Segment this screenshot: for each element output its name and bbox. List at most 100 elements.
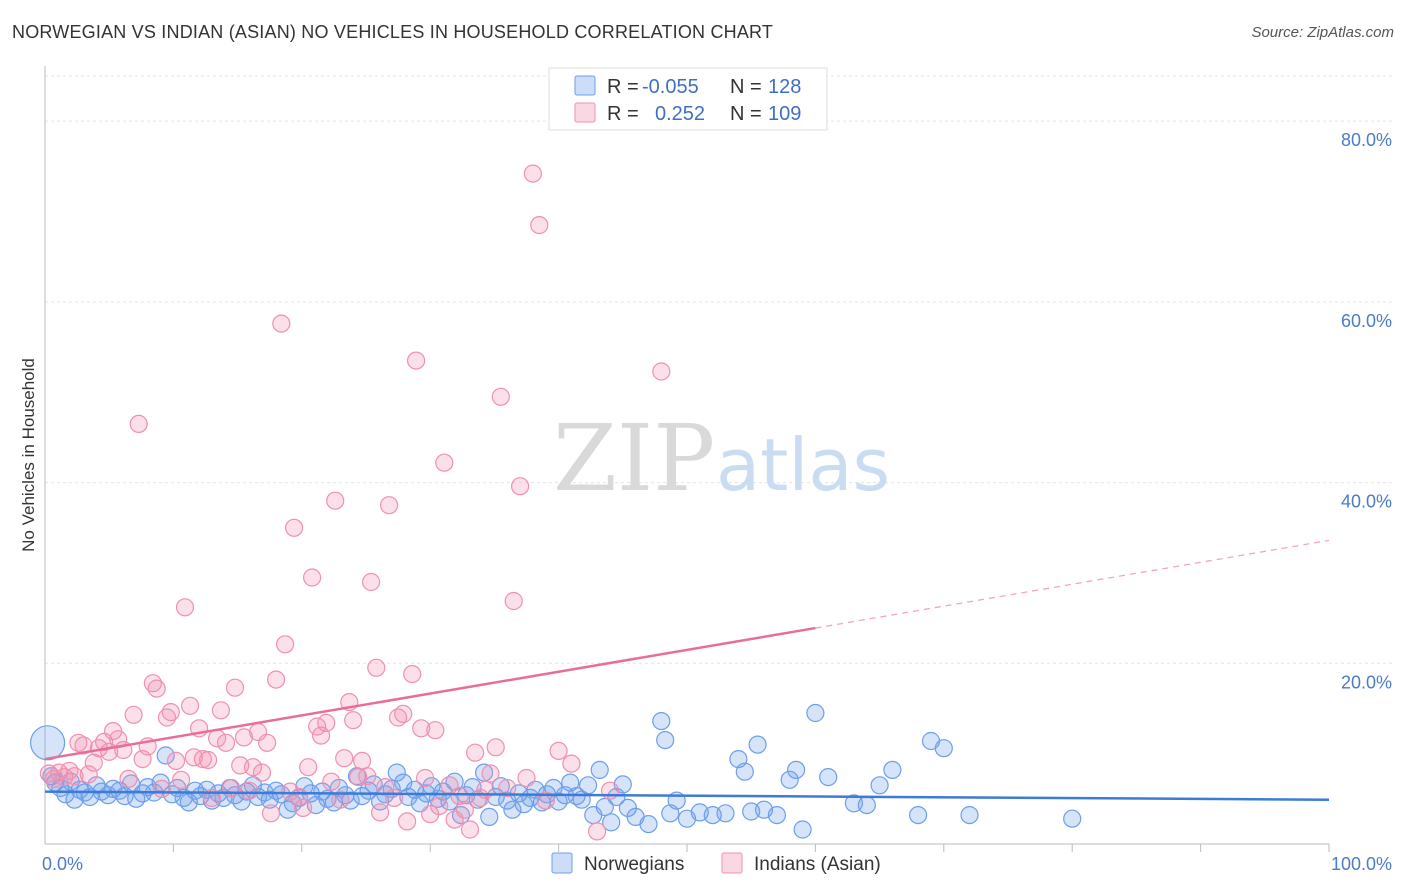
point-indians-101 bbox=[523, 164, 543, 183]
legend-r-value-1: 0.252 bbox=[655, 103, 705, 125]
point-indians-77 bbox=[398, 812, 417, 831]
point-indians-83 bbox=[426, 721, 445, 740]
point-norwegians-121 bbox=[793, 820, 812, 839]
point-norwegians-120 bbox=[786, 760, 806, 780]
point-indians-93 bbox=[476, 780, 495, 799]
point-norwegians-26 bbox=[179, 793, 198, 812]
point-norwegians-132 bbox=[1063, 809, 1082, 828]
point-indians-55 bbox=[299, 758, 318, 777]
point-norwegians-106 bbox=[656, 730, 675, 750]
point-norwegians-119 bbox=[780, 770, 799, 789]
points-norwegians bbox=[29, 703, 1082, 839]
point-indians-105 bbox=[562, 754, 581, 773]
legend-r-label-1: R = bbox=[607, 103, 639, 125]
trend-line-norwegians bbox=[44, 790, 1330, 801]
watermark-zip: ZIP bbox=[553, 405, 715, 512]
point-indians-90 bbox=[460, 820, 480, 839]
point-indians-56 bbox=[303, 568, 322, 587]
point-indians-37 bbox=[216, 733, 236, 752]
point-indians-100 bbox=[517, 768, 536, 788]
point-norwegians-7 bbox=[70, 780, 89, 799]
point-indians-74 bbox=[385, 788, 404, 808]
point-norwegians-125 bbox=[857, 795, 876, 815]
point-indians-30 bbox=[184, 748, 203, 767]
point-norwegians-22 bbox=[156, 746, 175, 765]
y-tick-label-3: 80.0% bbox=[1341, 130, 1392, 150]
point-indians-33 bbox=[199, 750, 218, 770]
point-indians-50 bbox=[276, 635, 295, 654]
point-norwegians-104 bbox=[639, 814, 658, 834]
legend-n-value-1: 109 bbox=[768, 103, 801, 125]
point-indians-9 bbox=[84, 753, 103, 772]
legend-bottom-indians: Indians (Asian) bbox=[754, 854, 881, 875]
point-indians-88 bbox=[450, 786, 469, 806]
point-indians-0 bbox=[39, 764, 59, 783]
legend-swatch-indians bbox=[574, 102, 596, 123]
trend-line-indians-extrapolated bbox=[815, 539, 1330, 629]
point-indians-47 bbox=[261, 804, 281, 823]
point-norwegians-98 bbox=[595, 797, 614, 817]
point-indians-104 bbox=[549, 741, 568, 761]
point-indians-32 bbox=[193, 749, 212, 769]
point-indians-94 bbox=[481, 764, 500, 783]
point-indians-41 bbox=[234, 728, 254, 747]
point-indians-85 bbox=[435, 453, 454, 472]
point-indians-42 bbox=[240, 781, 259, 800]
legend-n-value-0: 128 bbox=[768, 76, 801, 98]
legend-bottom: Norwegians Indians (Asian) bbox=[551, 852, 881, 875]
point-indians-26 bbox=[166, 751, 186, 771]
point-norwegians-118 bbox=[767, 805, 787, 825]
legend-n-label-0: N = bbox=[730, 76, 762, 98]
point-norwegians-112 bbox=[716, 804, 735, 823]
point-indians-54 bbox=[294, 798, 313, 818]
grid-lines bbox=[45, 75, 1392, 664]
point-indians-108 bbox=[652, 362, 671, 381]
point-indians-36 bbox=[211, 701, 230, 720]
point-indians-84 bbox=[430, 796, 449, 816]
point-indians-71 bbox=[371, 803, 390, 822]
point-indians-96 bbox=[491, 387, 510, 406]
point-norwegians-46 bbox=[295, 777, 314, 796]
point-indians-5 bbox=[65, 767, 84, 786]
point-norwegians-127 bbox=[883, 760, 902, 780]
point-indians-73 bbox=[380, 496, 399, 515]
point-norwegians-105 bbox=[652, 711, 671, 731]
point-norwegians-72 bbox=[445, 772, 464, 791]
legend-r-label-0: R = bbox=[607, 76, 639, 98]
point-indians-81 bbox=[416, 768, 435, 788]
y-tick-label-1: 40.0% bbox=[1341, 492, 1392, 512]
legend-top: R = -0.055 N = 128 R = 0.252 N = 109 bbox=[548, 67, 828, 131]
point-norwegians-62 bbox=[387, 763, 406, 782]
trend-lines bbox=[44, 539, 1330, 801]
watermark: ZIP atlas bbox=[553, 405, 890, 512]
point-indians-60 bbox=[322, 772, 341, 791]
legend-n-label-1: N = bbox=[730, 103, 762, 125]
point-indians-49 bbox=[272, 314, 291, 333]
legend-bottom-norwegians: Norwegians bbox=[584, 854, 684, 875]
point-indians-17 bbox=[124, 705, 143, 724]
point-norwegians-99 bbox=[602, 813, 621, 832]
point-indians-51 bbox=[281, 782, 300, 801]
point-indians-76 bbox=[394, 704, 413, 724]
point-norwegians-114 bbox=[735, 762, 754, 781]
point-indians-57 bbox=[308, 717, 327, 736]
axes bbox=[44, 66, 1330, 852]
point-indians-63 bbox=[335, 749, 354, 768]
tick-labels: 20.0% 40.0% 60.0% 80.0% 0.0% 100.0% bbox=[42, 130, 1392, 874]
point-norwegians-0 bbox=[29, 725, 66, 761]
point-norwegians-123 bbox=[819, 767, 838, 787]
point-indians-68 bbox=[358, 767, 377, 786]
point-indians-67 bbox=[353, 751, 372, 771]
legend-r-value-0: -0.055 bbox=[642, 76, 699, 98]
point-indians-29 bbox=[181, 696, 200, 715]
source-label: Source: ZipAtlas.com bbox=[1251, 24, 1394, 41]
point-indians-23 bbox=[152, 779, 171, 799]
point-indians-18 bbox=[129, 414, 148, 433]
point-indians-79 bbox=[407, 351, 426, 370]
point-norwegians-78 bbox=[480, 807, 499, 827]
point-norwegians-97 bbox=[590, 760, 609, 780]
point-norwegians-40 bbox=[260, 790, 279, 809]
point-indians-39 bbox=[225, 678, 245, 697]
point-indians-69 bbox=[362, 572, 381, 592]
